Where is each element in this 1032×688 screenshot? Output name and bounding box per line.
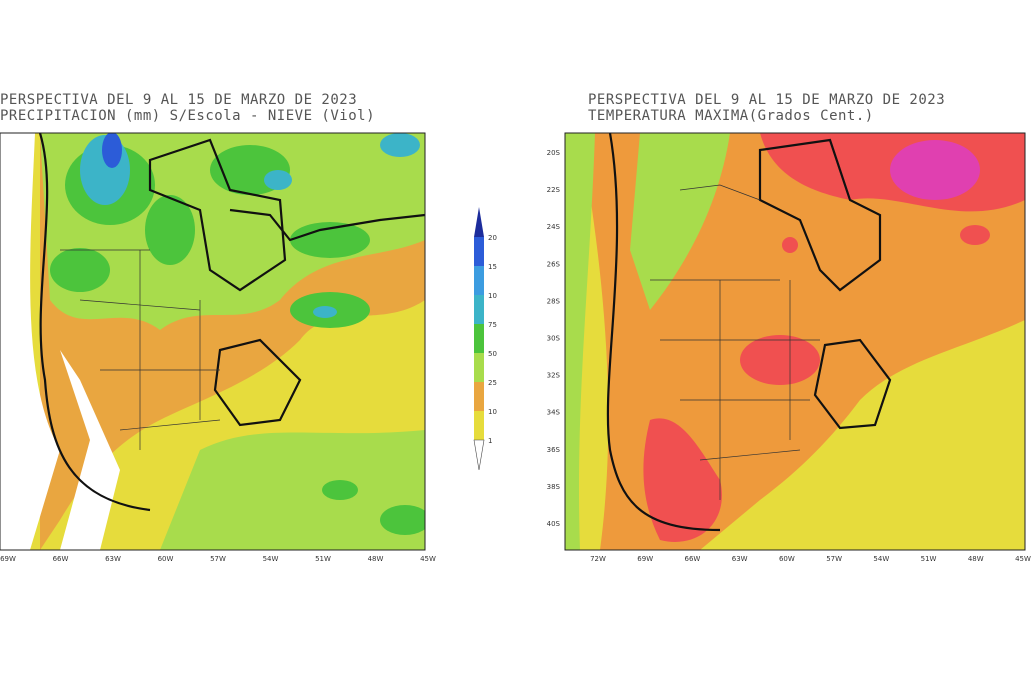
precipitation-map [0,133,425,550]
y-axis-label: 34S [547,409,561,417]
colorbar-label: 1 [488,437,492,445]
y-axis-label: 36S [547,446,561,454]
x-axis-label: 69W [0,555,16,563]
map-title: PRECIPITACION (mm) S/Escola - NIEVE (Vio… [0,108,375,124]
colorbar-label: 10 [488,408,497,416]
temperature-map [565,133,1025,550]
x-axis-label: 51W [921,555,937,563]
y-axis-label: 24S [547,223,561,231]
y-axis-label: 22S [547,186,561,194]
y-axis-label: 28S [547,297,561,305]
x-axis-label: 60W [158,555,174,563]
x-axis-label: 54W [263,555,279,563]
x-axis-label: 57W [826,555,842,563]
y-axis-label: 38S [547,483,561,491]
x-axis-label: 60W [779,555,795,563]
x-axis-label: 51W [315,555,331,563]
map-title: PERSPECTIVA DEL 9 AL 15 DE MARZO DE 2023 [0,92,357,108]
x-axis-label: 69W [637,555,653,563]
x-axis-label: 45W [420,555,436,563]
x-axis-label: 66W [685,555,701,563]
colorbar-label: 10 [488,292,497,300]
x-axis-label: 72W [590,555,606,563]
x-axis-label: 66W [53,555,69,563]
map-frame [0,132,426,551]
y-axis-label: 26S [547,260,561,268]
y-axis-label: 20S [547,149,561,157]
map-frame [564,132,1026,551]
map-title: PERSPECTIVA DEL 9 AL 15 DE MARZO DE 2023 [588,92,945,108]
x-axis-label: 63W [732,555,748,563]
x-axis-label: 54W [873,555,889,563]
colorbar [473,207,485,471]
colorbar-label: 20 [488,234,497,242]
x-axis-label: 48W [368,555,384,563]
x-axis-label: 57W [210,555,226,563]
x-axis-label: 48W [968,555,984,563]
y-axis-label: 30S [547,335,561,343]
y-axis-label: 32S [547,372,561,380]
y-axis-label: 40S [547,520,561,528]
colorbar-label: 50 [488,350,497,358]
colorbar-label: 25 [488,379,497,387]
x-axis-label: 45W [1015,555,1031,563]
colorbar-label: 15 [488,263,497,271]
map-title: TEMPERATURA MAXIMA(Grados Cent.) [588,108,874,124]
x-axis-label: 63W [105,555,121,563]
colorbar-label: 75 [488,321,497,329]
